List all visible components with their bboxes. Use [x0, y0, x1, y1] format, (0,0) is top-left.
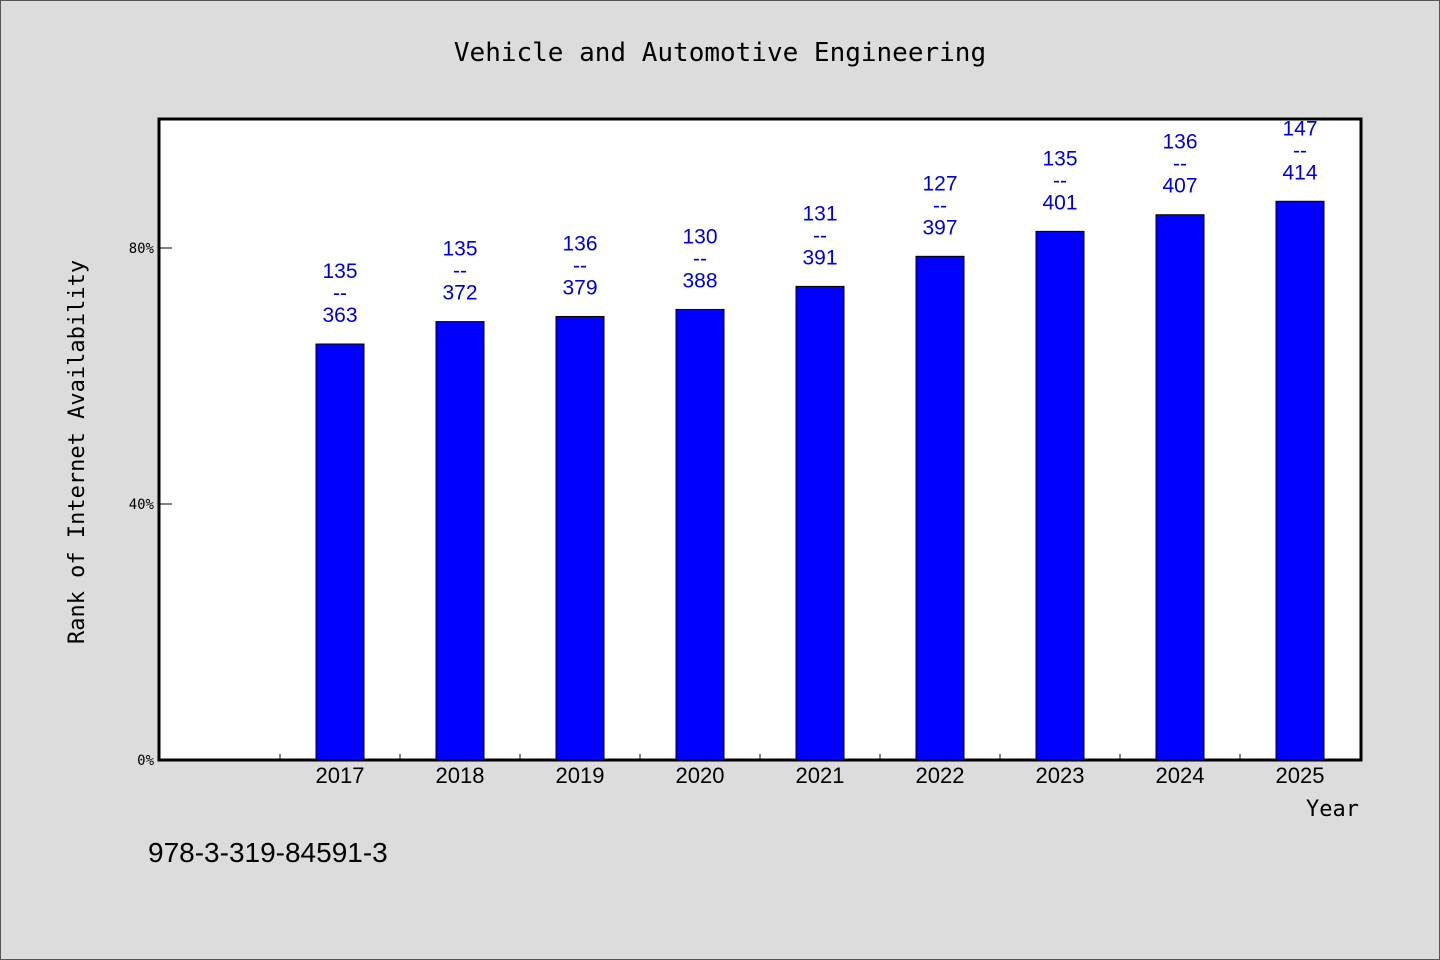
bar-2022 — [915, 255, 965, 761]
x-tick-label-2018: 2018 — [436, 763, 485, 788]
bar-2019 — [555, 315, 605, 761]
data-label-2019-line1: 136 — [562, 232, 597, 255]
data-label-2017-line3: 363 — [322, 304, 357, 327]
data-label-2018-line2: -- — [453, 260, 467, 283]
data-label-2024-line3: 407 — [1162, 175, 1197, 198]
bar-2021 — [795, 285, 845, 761]
bar-2024 — [1155, 214, 1205, 761]
x-tick-label-2025: 2025 — [1276, 763, 1325, 788]
data-label-2022-line1: 127 — [922, 172, 957, 195]
x-tick-label-2022: 2022 — [916, 763, 965, 788]
data-label-2020-line1: 130 — [682, 225, 717, 248]
data-label-2022-line2: -- — [933, 194, 947, 217]
data-label-2025-line2: -- — [1293, 139, 1307, 162]
data-label-2022-line3: 397 — [922, 216, 957, 239]
data-label-2024-line2: -- — [1173, 153, 1187, 176]
footer-code: 978-3-319-84591-3 — [148, 837, 388, 868]
data-label-2021-line1: 131 — [802, 202, 837, 225]
data-label-2025-line3: 414 — [1282, 161, 1317, 184]
y-tick-label-0: 0% — [137, 753, 154, 769]
bar-2017 — [315, 343, 365, 761]
data-label-2017-line2: -- — [333, 282, 347, 305]
x-tick-label-2023: 2023 — [1036, 763, 1085, 788]
bar-2018 — [435, 321, 485, 761]
data-label-2018-line1: 135 — [442, 238, 477, 261]
data-label-2023-line2: -- — [1053, 169, 1067, 192]
data-label-2021-line2: -- — [813, 224, 827, 247]
x-tick-label-2021: 2021 — [796, 763, 845, 788]
y-tick-label-1: 40% — [129, 497, 155, 513]
data-label-2021-line3: 391 — [802, 246, 837, 269]
x-tick-label-2024: 2024 — [1156, 763, 1205, 788]
bar-2025 — [1275, 200, 1325, 761]
data-label-2023-line3: 401 — [1042, 191, 1077, 214]
data-label-2025-line1: 147 — [1282, 117, 1317, 140]
y-tick-label-2: 80% — [129, 241, 155, 257]
data-label-2024-line1: 136 — [1162, 131, 1197, 154]
data-label-2019-line3: 379 — [562, 276, 597, 299]
x-tick-label-2020: 2020 — [676, 763, 725, 788]
bar-2023 — [1035, 230, 1085, 761]
data-label-2017-line1: 135 — [322, 260, 357, 283]
data-label-2019-line2: -- — [573, 254, 587, 277]
x-tick-label-2019: 2019 — [556, 763, 605, 788]
y-axis-label: Rank of Internet Availability — [65, 260, 90, 644]
data-label-2018-line3: 372 — [442, 282, 477, 305]
chart-title: Vehicle and Automotive Engineering — [454, 38, 986, 68]
data-label-2023-line1: 135 — [1042, 147, 1077, 170]
x-tick-label-2017: 2017 — [316, 763, 365, 788]
data-label-2020-line3: 388 — [682, 269, 717, 292]
data-label-2020-line2: -- — [693, 247, 707, 270]
x-axis-label: Year — [1306, 797, 1359, 822]
bar-2020 — [675, 308, 725, 761]
